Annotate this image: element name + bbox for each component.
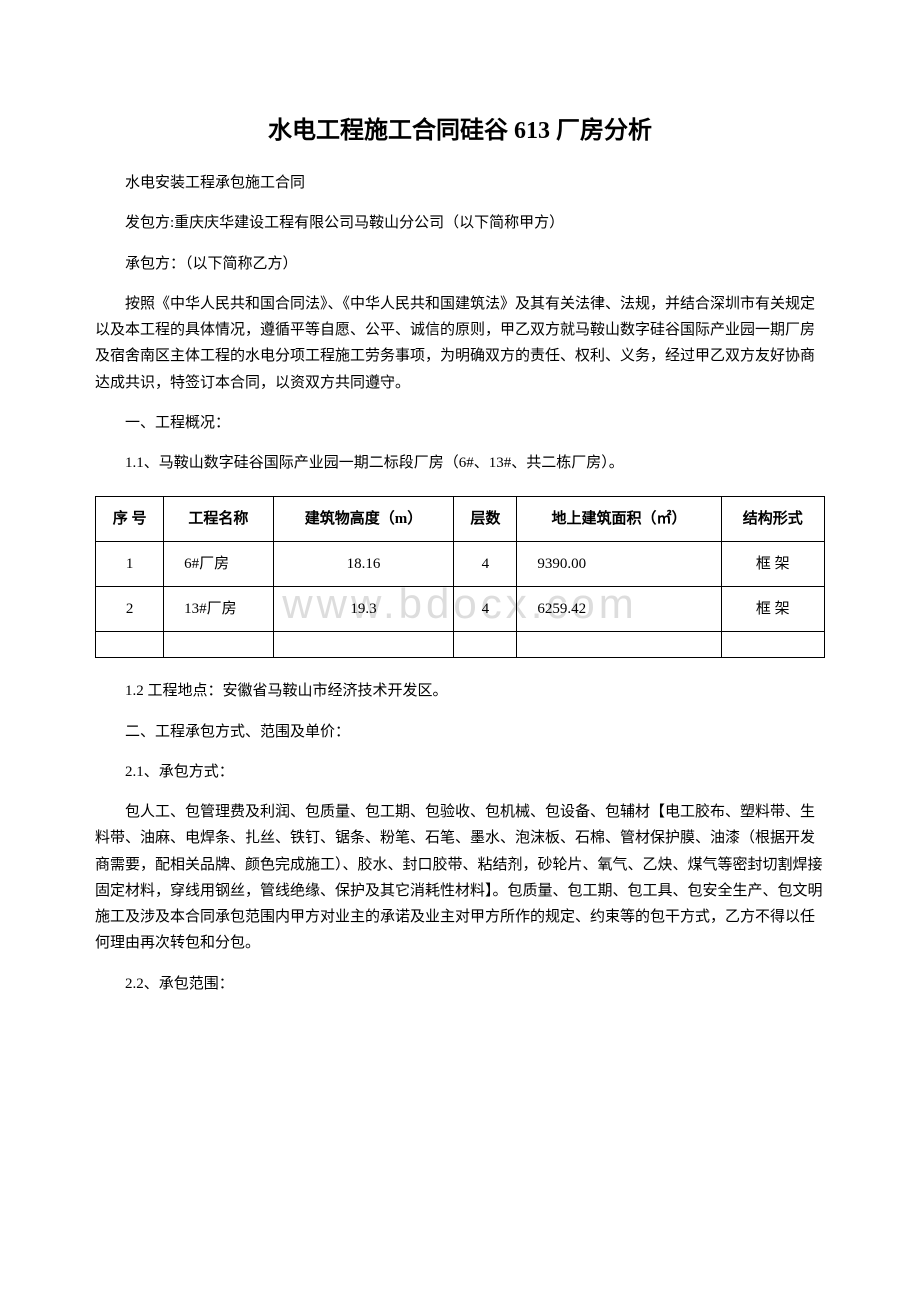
document-title: 水电工程施工合同硅谷 613 厂房分析 [95,110,825,145]
building-table: 序 号 工程名称 建筑物高度（m） 层数 地上建筑面积（㎡） 结构形式 1 6#… [95,496,825,658]
paragraph-party-b: 承包方：（以下简称乙方） [95,251,825,277]
cell-area: 9390.00 [517,542,721,587]
col-header-seq: 序 号 [96,497,164,542]
section-1-heading: 一、工程概况： [95,410,825,436]
table-row: 2 13#厂房 19.3 4 6259.42 框 架 [96,587,825,632]
cell-name: 13#厂房 [164,587,273,632]
table-row: 1 6#厂房 18.16 4 9390.00 框 架 [96,542,825,587]
cell-empty [273,632,454,658]
cell-area: 6259.42 [517,587,721,632]
table-row [96,632,825,658]
cell-empty [164,632,273,658]
cell-empty [454,632,517,658]
cell-structure: 框 架 [721,542,824,587]
paragraph-2-1-body: 包人工、包管理费及利润、包质量、包工期、包验收、包机械、包设备、包辅材【电工胶布… [95,799,825,957]
document-content: 水电工程施工合同硅谷 613 厂房分析 水电安装工程承包施工合同 发包方:重庆庆… [95,110,825,997]
paragraph-2-2: 2.2、承包范围： [95,971,825,997]
section-2-heading: 二、工程承包方式、范围及单价： [95,719,825,745]
cell-seq: 2 [96,587,164,632]
paragraph-party-a: 发包方:重庆庆华建设工程有限公司马鞍山分公司（以下简称甲方） [95,210,825,236]
paragraph-1-1: 1.1、马鞍山数字硅谷国际产业园一期二标段厂房（6#、13#、共二栋厂房）。 [95,450,825,476]
col-header-name: 工程名称 [164,497,273,542]
cell-name: 6#厂房 [164,542,273,587]
cell-floors: 4 [454,587,517,632]
paragraph-1-2: 1.2 工程地点：安徽省马鞍山市经济技术开发区。 [95,678,825,704]
paragraph-2-1: 2.1、承包方式： [95,759,825,785]
col-header-area: 地上建筑面积（㎡） [517,497,721,542]
cell-structure: 框 架 [721,587,824,632]
cell-height: 19.3 [273,587,454,632]
table-header-row: 序 号 工程名称 建筑物高度（m） 层数 地上建筑面积（㎡） 结构形式 [96,497,825,542]
cell-empty [721,632,824,658]
col-header-height: 建筑物高度（m） [273,497,454,542]
cell-empty [517,632,721,658]
cell-height: 18.16 [273,542,454,587]
cell-floors: 4 [454,542,517,587]
cell-seq: 1 [96,542,164,587]
col-header-floors: 层数 [454,497,517,542]
col-header-structure: 结构形式 [721,497,824,542]
paragraph-preamble: 按照《中华人民共和国合同法》、《中华人民共和国建筑法》及其有关法律、法规，并结合… [95,291,825,396]
cell-empty [96,632,164,658]
paragraph-subtitle: 水电安装工程承包施工合同 [95,170,825,196]
